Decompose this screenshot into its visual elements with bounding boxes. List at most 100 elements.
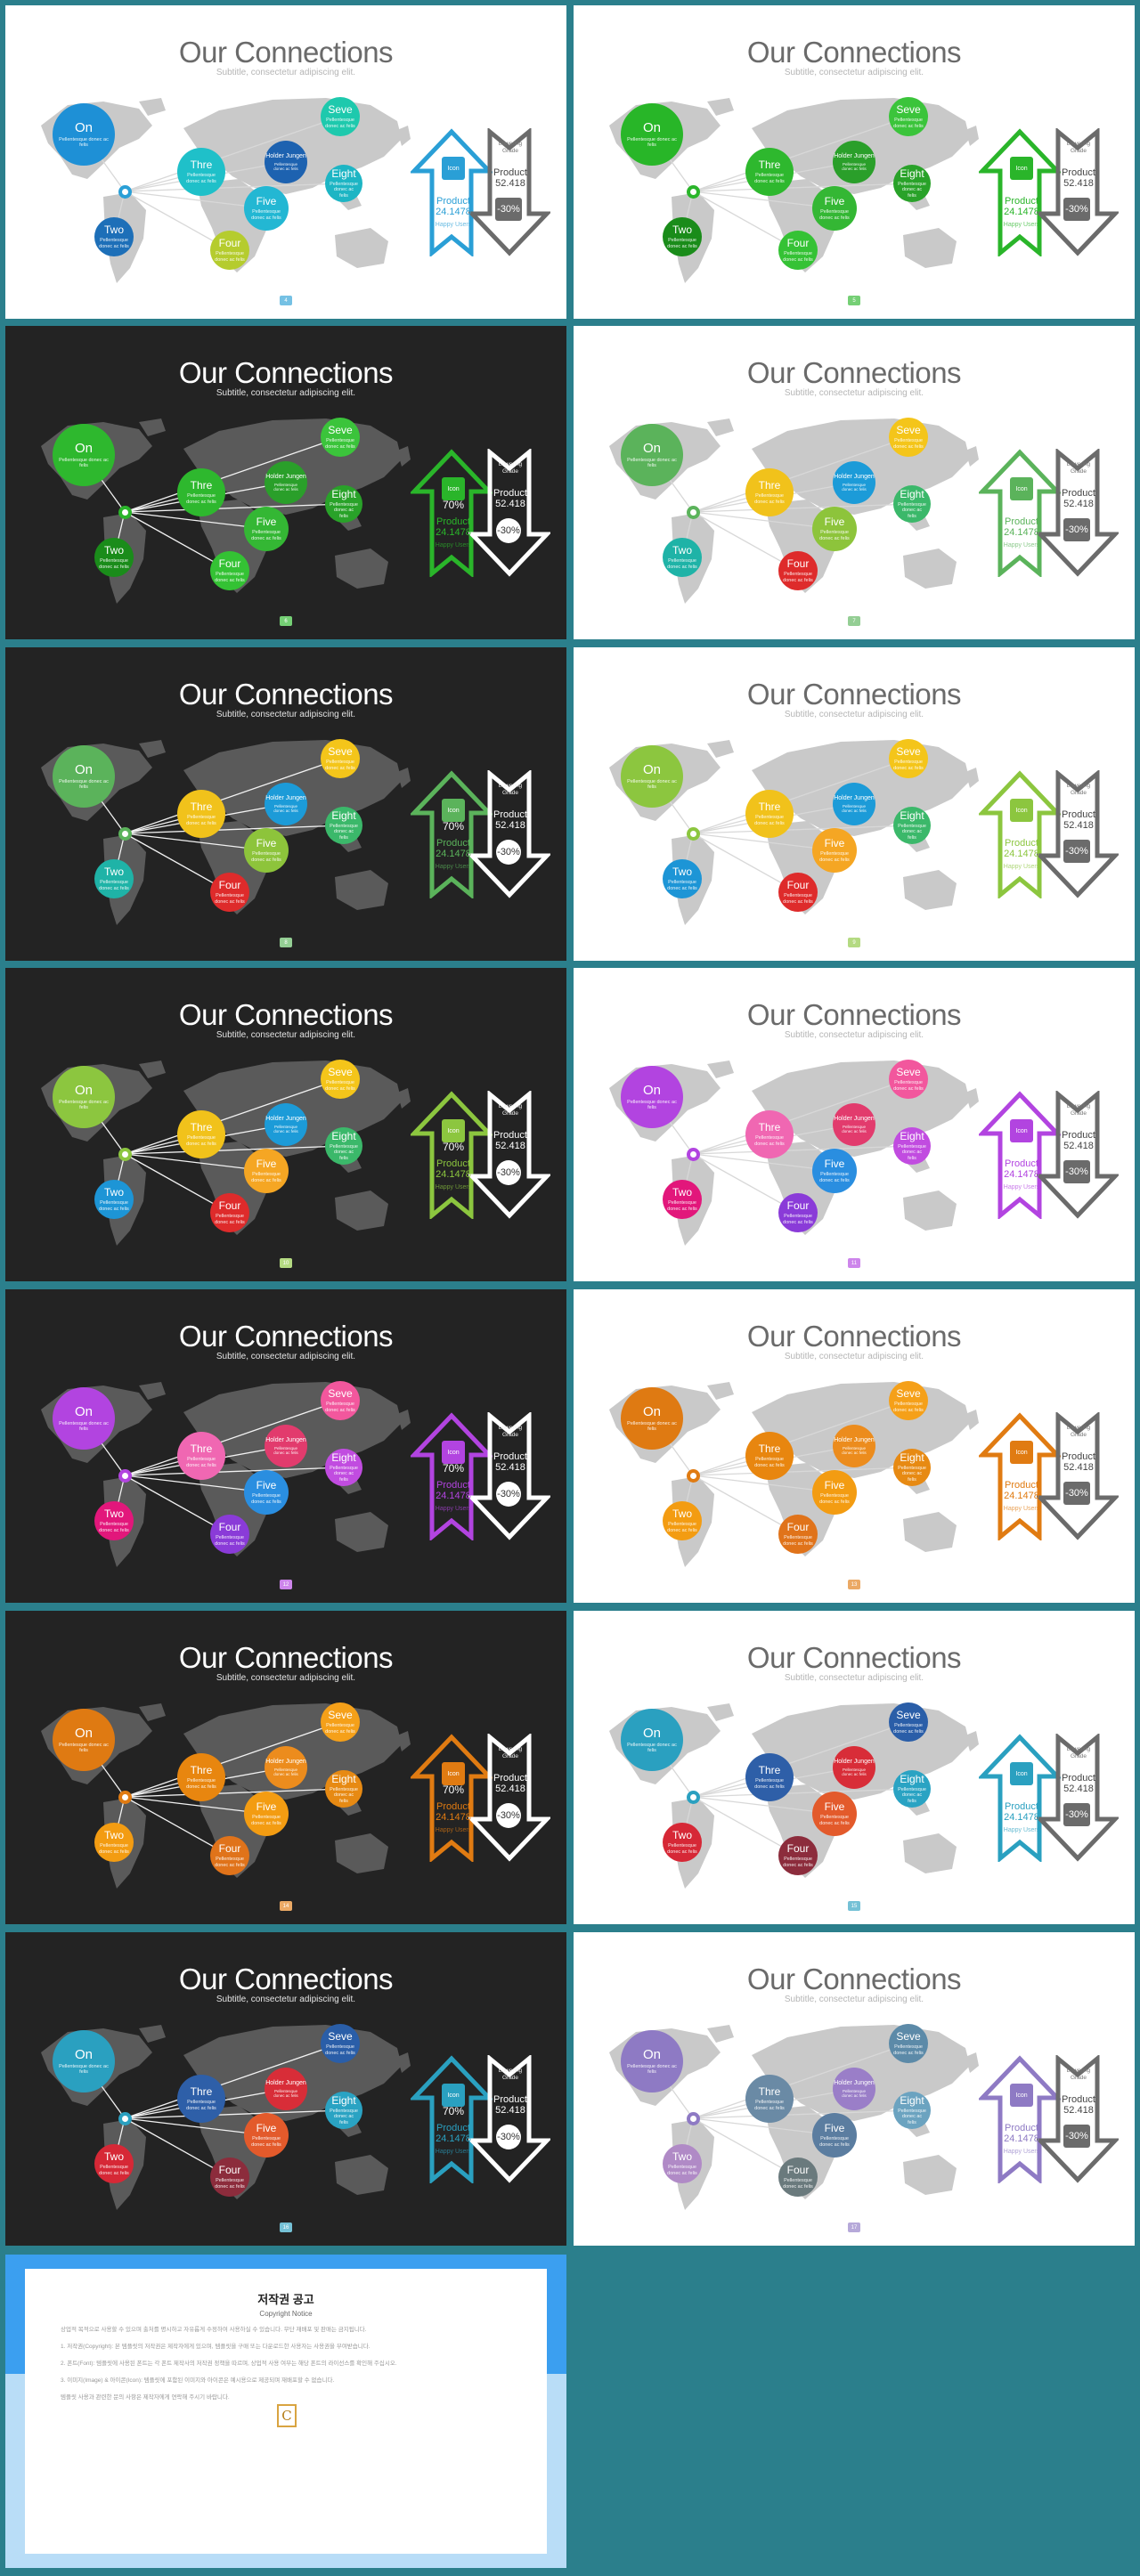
slide: Our Connections Subtitle, consectetur adi… (5, 1932, 566, 2246)
bubble-label: On (642, 119, 661, 135)
bubble-description: Pellentesque donec ac felis (99, 1843, 129, 1855)
bubble-description: Pellentesque donec ac felis (819, 1815, 850, 1826)
up-arrow-icon (979, 1091, 1061, 1219)
bubble-four: Four Pellentesque donec ac felis (210, 1836, 249, 1875)
bubble-label: Two (103, 1507, 124, 1520)
bubble-eight: Eight Pellentesque donec ac felis (325, 807, 362, 844)
bubble-label: Seve (896, 745, 921, 758)
bubble-eight: Eight Pellentesque donec ac felis (893, 485, 931, 523)
hub-marker (118, 1791, 132, 1804)
connection-line (692, 2043, 909, 2119)
page-number: 16 (280, 2223, 292, 2232)
bubble-six: Holder Jungen Pellentesque donec ac felis (833, 1103, 875, 1146)
continent-shape (139, 1703, 166, 1721)
page-number: 9 (848, 938, 860, 947)
bubble-label: On (74, 1082, 93, 1098)
continent-shape (903, 1833, 957, 1873)
bubble-label: Seve (896, 1387, 921, 1400)
connection-line (124, 183, 345, 192)
bubble-label: Seve (328, 424, 353, 436)
bubble-label: Seve (328, 1709, 353, 1721)
bubble-seven: Seve Pellentesque donec ac felis (321, 1060, 360, 1099)
bubble-description: Pellentesque donec ac felis (783, 1857, 813, 1868)
bubble-six: Holder Jungen Pellentesque donec ac felis (833, 2068, 875, 2110)
bubble-description: Pellentesque donec ac felis (251, 1493, 281, 1505)
continent-shape (139, 1382, 166, 1400)
bubble-description: Pellentesque donec ac felis (893, 1723, 924, 1735)
down-percent: -30% (496, 1803, 521, 1828)
bubble-label: Two (672, 865, 692, 878)
connection-line (692, 1721, 909, 1798)
bubble-description: Pellentesque donec ac felis (99, 238, 129, 249)
bubble-label: Four (218, 2164, 241, 2176)
down-label: Lowering Grade (1066, 1425, 1091, 1438)
connection-line (124, 1400, 341, 1476)
down-percent: -30% (496, 518, 521, 543)
bubble-label: Thre (190, 2085, 213, 2098)
continent-shape (139, 1060, 166, 1078)
continent-shape (139, 418, 166, 436)
hub-marker (118, 2112, 132, 2125)
bubble-label: Eight (331, 1451, 356, 1464)
connection-line (692, 758, 909, 834)
up-percent: 70% (442, 1462, 465, 1475)
bubble-label: Two (103, 2150, 124, 2163)
bubble-description: Pellentesque donec ac felis (754, 815, 785, 826)
bubble-four: Four Pellentesque donec ac felis (210, 1515, 249, 1554)
accent-square-icon: Icon (442, 1119, 465, 1142)
down-arrow-icon (1037, 449, 1119, 577)
slide: Our Connections Subtitle, consectetur adi… (574, 647, 1135, 961)
connection-line (692, 1145, 913, 1155)
down-label: Lowering Grade (1066, 461, 1091, 475)
bubble-label: Seve (896, 424, 921, 436)
bubble-three: Thre Pellentesque donec ac felis (177, 1753, 225, 1801)
bubble-label: Two (672, 1507, 692, 1520)
accent-square-label: Icon (1015, 2092, 1028, 2099)
continent-shape (707, 740, 734, 758)
bubble-description: Pellentesque donec ac felis (893, 760, 924, 771)
bubble-description: Pellentesque donec ac felis (186, 1778, 216, 1790)
bubble-description: Pellentesque donec ac felis (330, 1786, 358, 1804)
continent-shape (903, 1512, 957, 1552)
page-number: 8 (280, 938, 292, 947)
bubble-description: Pellentesque donec ac felis (627, 2063, 677, 2076)
bubble-description: Pellentesque donec ac felis (819, 2136, 850, 2148)
bubble-description: Pellentesque donec ac felis (783, 893, 813, 905)
down-percent: -30% (1063, 840, 1090, 863)
connection-line (692, 1475, 835, 1493)
bubble-label: On (642, 761, 661, 777)
slide-title: Our Connections (178, 1962, 394, 1995)
down-product: Product 52.418 (1062, 1130, 1095, 1151)
up-fine-print: Happy Users (435, 1506, 472, 1512)
bubble-label: Eight (331, 487, 356, 500)
down-arrow-icon (1037, 770, 1119, 898)
bubble-label: Two (672, 1186, 692, 1199)
continent-shape (965, 126, 979, 146)
bubble-description: Pellentesque donec ac felis (251, 851, 281, 863)
bubble-six: Holder Jungen Pellentesque donec ac felis (265, 461, 307, 504)
bubble-on: On Pellentesque donec ac felis (53, 1066, 115, 1128)
connection-line (692, 436, 909, 513)
accent-square-label: Icon (1015, 1770, 1028, 1777)
slide-subtitle: Subtitle, consectetur adipiscing elit. (784, 1030, 924, 1040)
accent-square-label: Icon (1015, 1127, 1028, 1134)
up-fine-print: Happy Users (1003, 1827, 1040, 1833)
bubble-label: Four (786, 879, 810, 891)
hub-marker (118, 1469, 132, 1483)
bubble-seven: Seve Pellentesque donec ac felis (889, 1381, 928, 1420)
down-arrow-icon (468, 1412, 550, 1540)
bubble-three: Thre Pellentesque donec ac felis (745, 1753, 794, 1801)
hub-marker (118, 1148, 132, 1161)
bubble-description: Pellentesque donec ac felis (215, 893, 245, 905)
bubble-label: Thre (190, 1764, 213, 1776)
bubble-label: Two (672, 1829, 692, 1841)
up-product: Product 24.1478 (436, 1801, 471, 1823)
bubble-label: Two (103, 1186, 124, 1199)
down-percent: -30% (496, 1160, 521, 1185)
slide-title: Our Connections (178, 36, 394, 69)
slide: Our Connections Subtitle, consectetur adi… (574, 968, 1135, 1281)
slide: Our Connections Subtitle, consectetur adi… (574, 1289, 1135, 1603)
slide-title: Our Connections (178, 678, 394, 711)
bubble-description: Pellentesque donec ac felis (898, 1143, 926, 1161)
bubble-description: Pellentesque donec ac felis (273, 482, 298, 492)
